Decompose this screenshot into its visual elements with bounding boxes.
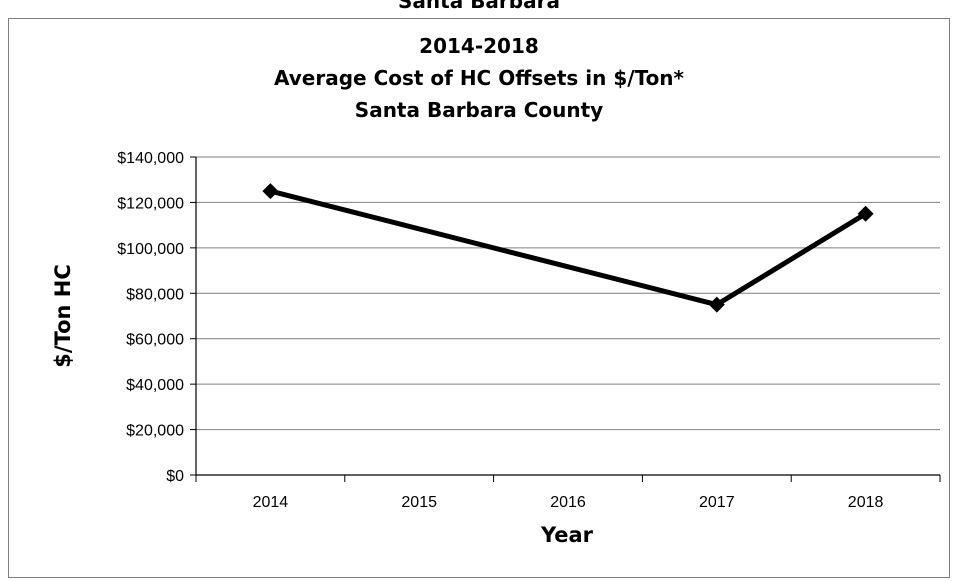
chart-frame: [8, 18, 950, 578]
axes: [195, 157, 941, 482]
chart-title: 2014-2018 Average Cost of HC Offsets in …: [274, 34, 685, 122]
y-axis-title: $/Ton HC: [51, 264, 75, 368]
y-tick-label: $20,000: [126, 423, 184, 440]
chart-title-line-3: Santa Barbara County: [355, 98, 603, 122]
data-point-marker: [857, 205, 874, 222]
data-series: [262, 183, 874, 313]
gridlines: [190, 156, 940, 476]
chart-title-line-2: Average Cost of HC Offsets in $/Ton*: [274, 66, 685, 90]
page-header: Santa Barbara: [398, 0, 560, 13]
y-tick-label: $40,000: [126, 377, 184, 394]
y-tick-label: $60,000: [126, 332, 184, 349]
x-tick-label: 2016: [550, 494, 586, 511]
data-point-marker: [262, 183, 279, 200]
y-tick-label: $120,000: [117, 195, 184, 212]
x-tick-label: 2014: [253, 494, 289, 511]
x-tick-label: 2018: [848, 494, 884, 511]
x-tick-label: 2015: [401, 494, 437, 511]
y-tick-label: $0: [166, 468, 184, 485]
x-tick-label: 2017: [699, 494, 735, 511]
y-tick-label: $80,000: [126, 286, 184, 303]
y-tick-labels: $0 $20,000 $40,000 $60,000 $80,000 $100,000 $1…: [117, 150, 184, 485]
chart-title-line-1: 2014-2018: [419, 34, 539, 58]
data-point-marker: [708, 296, 725, 313]
y-tick-label: $100,000: [117, 241, 184, 258]
x-tick-labels: 2014 2015 2016 2017 2018: [253, 494, 884, 511]
x-axis-title: Year: [540, 523, 594, 547]
y-tick-label: $140,000: [117, 150, 184, 167]
